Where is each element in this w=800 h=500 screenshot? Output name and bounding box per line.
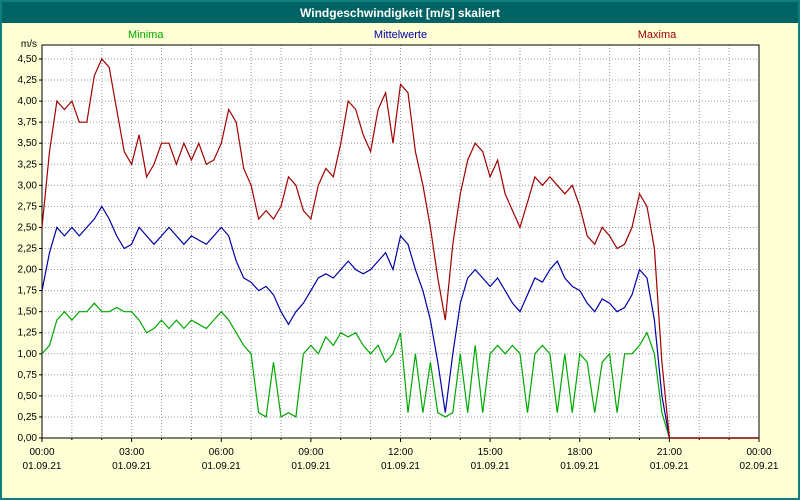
x-tick-label: 03:00 bbox=[119, 447, 144, 458]
wind-speed-chart: 0,00 0,25 0,50 0,75 1,00 1,25 1,50 1,75 2,00 2,25… bbox=[18, 29, 779, 472]
y-tick-label: 1,00 bbox=[18, 349, 38, 360]
chart-area: 0,00 0,25 0,50 0,75 1,00 1,25 1,50 1,75 2,00 2,25… bbox=[2, 23, 798, 498]
y-tick-label: 0,50 bbox=[18, 391, 38, 402]
series-line-minima bbox=[41, 302, 759, 439]
x-tick-label: 06:00 bbox=[209, 447, 234, 458]
x-tick-label: 09:00 bbox=[298, 447, 323, 458]
y-tick-label: 3,50 bbox=[18, 138, 38, 149]
y-tick-label: 0,25 bbox=[18, 412, 38, 423]
series-line-mittelwerte bbox=[41, 205, 759, 439]
x-date-label: 01.09.21 bbox=[560, 461, 599, 472]
x-date-label: 01.09.21 bbox=[381, 461, 420, 472]
x-date-label: 01.09.21 bbox=[23, 461, 62, 472]
y-tick-label: 4,00 bbox=[18, 96, 38, 107]
chart-title: Windgeschwindigkeit [m/s] skaliert bbox=[300, 5, 500, 20]
y-tick-label: 1,75 bbox=[18, 286, 38, 297]
x-date-label: 01.09.21 bbox=[291, 461, 330, 472]
x-tick-label: 18:00 bbox=[567, 447, 592, 458]
y-tick-label: 1,25 bbox=[18, 328, 38, 339]
y-tick-label: 0,75 bbox=[18, 370, 38, 381]
legend-label-minima: Minima bbox=[128, 29, 164, 41]
y-tick-label: 1,50 bbox=[18, 307, 38, 318]
y-tick-label: 2,75 bbox=[18, 201, 38, 212]
x-date-label: 01.09.21 bbox=[471, 461, 510, 472]
y-tick-label: 4,50 bbox=[18, 54, 38, 65]
series-line-maxima bbox=[41, 57, 759, 439]
y-tick-label: 3,00 bbox=[18, 180, 38, 191]
y-tick-label: 4,25 bbox=[18, 75, 38, 86]
x-tick-label: 15:00 bbox=[478, 447, 503, 458]
x-tick-label: 21:00 bbox=[657, 447, 682, 458]
plot-background bbox=[42, 45, 759, 438]
legend-label-mittelwerte: Mittelwerte bbox=[374, 29, 427, 41]
y-tick-label: 2,50 bbox=[18, 222, 38, 233]
y-tick-label: 3,75 bbox=[18, 117, 38, 128]
y-tick-label: 2,00 bbox=[18, 265, 38, 276]
x-tick-label: 00:00 bbox=[746, 447, 771, 458]
x-date-label: 01.09.21 bbox=[112, 461, 151, 472]
x-tick-label: 00:00 bbox=[29, 447, 54, 458]
chart-title-bar: Windgeschwindigkeit [m/s] skaliert bbox=[2, 2, 798, 23]
y-axis-unit-label: m/s bbox=[21, 39, 37, 50]
x-date-label: 02.09.21 bbox=[740, 461, 779, 472]
x-date-label: 01.09.21 bbox=[650, 461, 689, 472]
x-tick-label: 12:00 bbox=[388, 447, 413, 458]
legend-label-maxima: Maxima bbox=[638, 29, 677, 41]
y-tick-label: 3,25 bbox=[18, 159, 38, 170]
y-tick-label: 2,25 bbox=[18, 244, 38, 255]
y-tick-label: 0,00 bbox=[18, 433, 38, 444]
x-date-label: 01.09.21 bbox=[202, 461, 241, 472]
